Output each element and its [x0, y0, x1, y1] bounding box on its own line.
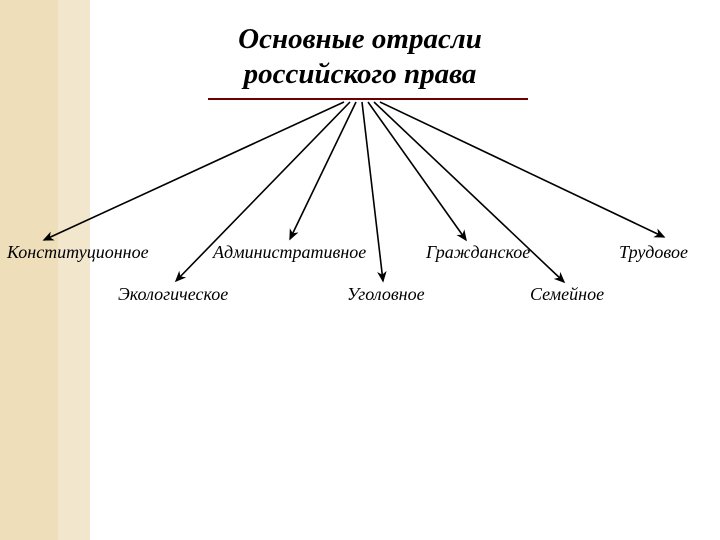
arrow-6 [380, 102, 664, 237]
title-line-1: Основные отрасли [0, 22, 720, 57]
title-underline [208, 98, 528, 100]
branch-label-row1-0: Конституционное [7, 242, 149, 263]
arrow-2 [290, 102, 356, 239]
branch-label-row1-1: Административное [213, 242, 366, 263]
branch-label-row1-3: Трудовое [619, 242, 688, 263]
branch-label-row1-2: Гражданское [426, 242, 530, 263]
title-line-2: российского права [0, 57, 720, 92]
arrow-4 [368, 102, 466, 240]
slide-title: Основные отрасли российского права [0, 22, 720, 92]
branch-label-row2-0: Экологическое [118, 284, 228, 305]
branch-label-row2-1: Уголовное [347, 284, 425, 305]
branch-label-row2-2: Семейное [530, 284, 604, 305]
